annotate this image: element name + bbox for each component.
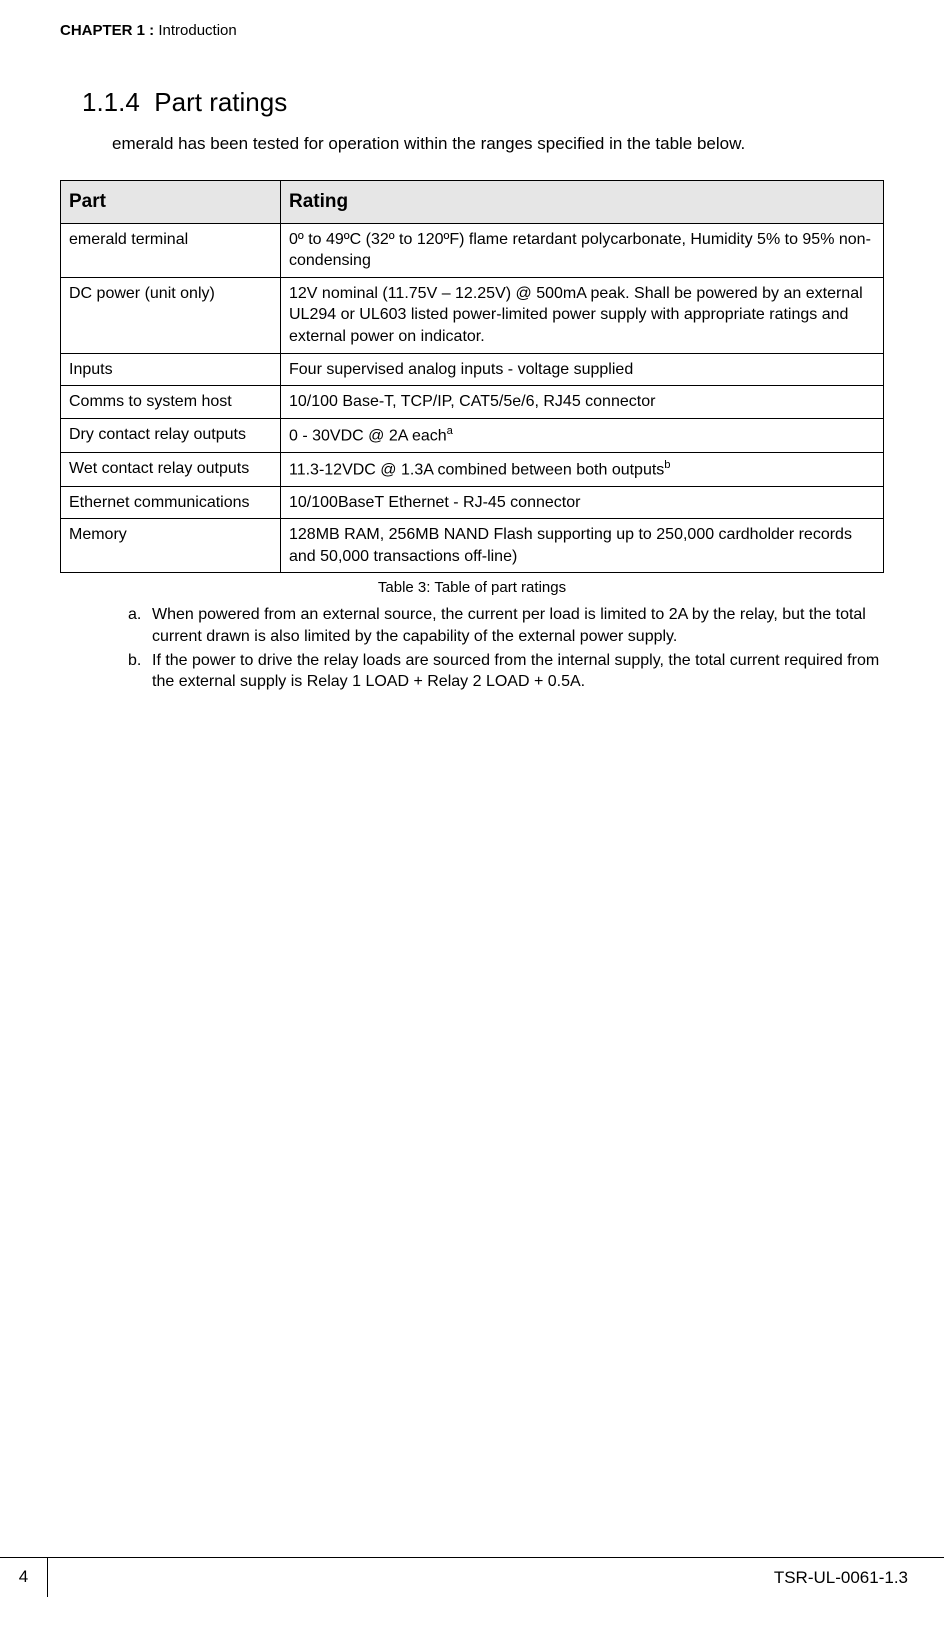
table-caption: Table 3: Table of part ratings <box>60 579 884 596</box>
section-intro: emerald has been tested for operation wi… <box>60 134 884 154</box>
footnote-text: When powered from an external source, th… <box>152 606 866 645</box>
table-row: Memory128MB RAM, 256MB NAND Flash suppor… <box>61 519 884 573</box>
footnote-text: If the power to drive the relay loads ar… <box>152 652 879 691</box>
footnote-marker: b. <box>128 650 141 672</box>
page-number: 4 <box>0 1557 48 1597</box>
cell-rating: 10/100BaseT Ethernet - RJ-45 connector <box>281 486 884 519</box>
section-title: Part ratings <box>154 87 287 117</box>
footnote-ref: a <box>447 425 453 437</box>
doc-id: TSR-UL-0061-1.3 <box>774 1558 908 1598</box>
table-row: Ethernet communications10/100BaseT Ether… <box>61 486 884 519</box>
table-row: Wet contact relay outputs11.3-12VDC @ 1.… <box>61 452 884 486</box>
cell-part: Wet contact relay outputs <box>61 452 281 486</box>
section-heading: 1.1.4 Part ratings <box>60 87 884 118</box>
cell-rating: Four supervised analog inputs - voltage … <box>281 353 884 386</box>
footnote-marker: a. <box>128 604 141 626</box>
table-row: emerald terminal0º to 49ºC (32º to 120ºF… <box>61 223 884 277</box>
footnote-ref: b <box>664 459 670 471</box>
cell-part: Inputs <box>61 353 281 386</box>
cell-rating: 12V nominal (11.75V – 12.25V) @ 500mA pe… <box>281 277 884 353</box>
col-header-rating: Rating <box>281 181 884 224</box>
footnotes-list: a. When powered from an external source, … <box>60 604 884 692</box>
cell-rating: 10/100 Base-T, TCP/IP, CAT5/5e/6, RJ45 c… <box>281 386 884 419</box>
cell-rating: 11.3-12VDC @ 1.3A combined between both … <box>281 452 884 486</box>
page-footer: 4 TSR-UL-0061-1.3 <box>0 1557 944 1597</box>
cell-rating: 128MB RAM, 256MB NAND Flash supporting u… <box>281 519 884 573</box>
ratings-tbody: emerald terminal0º to 49ºC (32º to 120ºF… <box>61 223 884 573</box>
table-row: Comms to system host10/100 Base-T, TCP/I… <box>61 386 884 419</box>
table-header-row: Part Rating <box>61 181 884 224</box>
page: CHAPTER 1 : Introduction 1.1.4 Part rati… <box>0 0 944 1625</box>
table-row: InputsFour supervised analog inputs - vo… <box>61 353 884 386</box>
table-row: Dry contact relay outputs0 - 30VDC @ 2A … <box>61 418 884 452</box>
cell-part: Comms to system host <box>61 386 281 419</box>
chapter-label: CHAPTER 1 : <box>60 22 158 39</box>
cell-part: Memory <box>61 519 281 573</box>
footnote-item: a. When powered from an external source, … <box>128 604 884 647</box>
cell-part: emerald terminal <box>61 223 281 277</box>
chapter-title: Introduction <box>158 22 236 39</box>
running-header: CHAPTER 1 : Introduction <box>60 22 884 39</box>
section-number: 1.1.4 <box>82 87 140 117</box>
cell-rating: 0 - 30VDC @ 2A eacha <box>281 418 884 452</box>
cell-part: Ethernet communications <box>61 486 281 519</box>
col-header-part: Part <box>61 181 281 224</box>
cell-part: DC power (unit only) <box>61 277 281 353</box>
footnote-item: b. If the power to drive the relay loads … <box>128 650 884 693</box>
cell-rating: 0º to 49ºC (32º to 120ºF) flame retardan… <box>281 223 884 277</box>
ratings-table: Part Rating emerald terminal0º to 49ºC (… <box>60 180 884 573</box>
table-row: DC power (unit only)12V nominal (11.75V … <box>61 277 884 353</box>
cell-part: Dry contact relay outputs <box>61 418 281 452</box>
